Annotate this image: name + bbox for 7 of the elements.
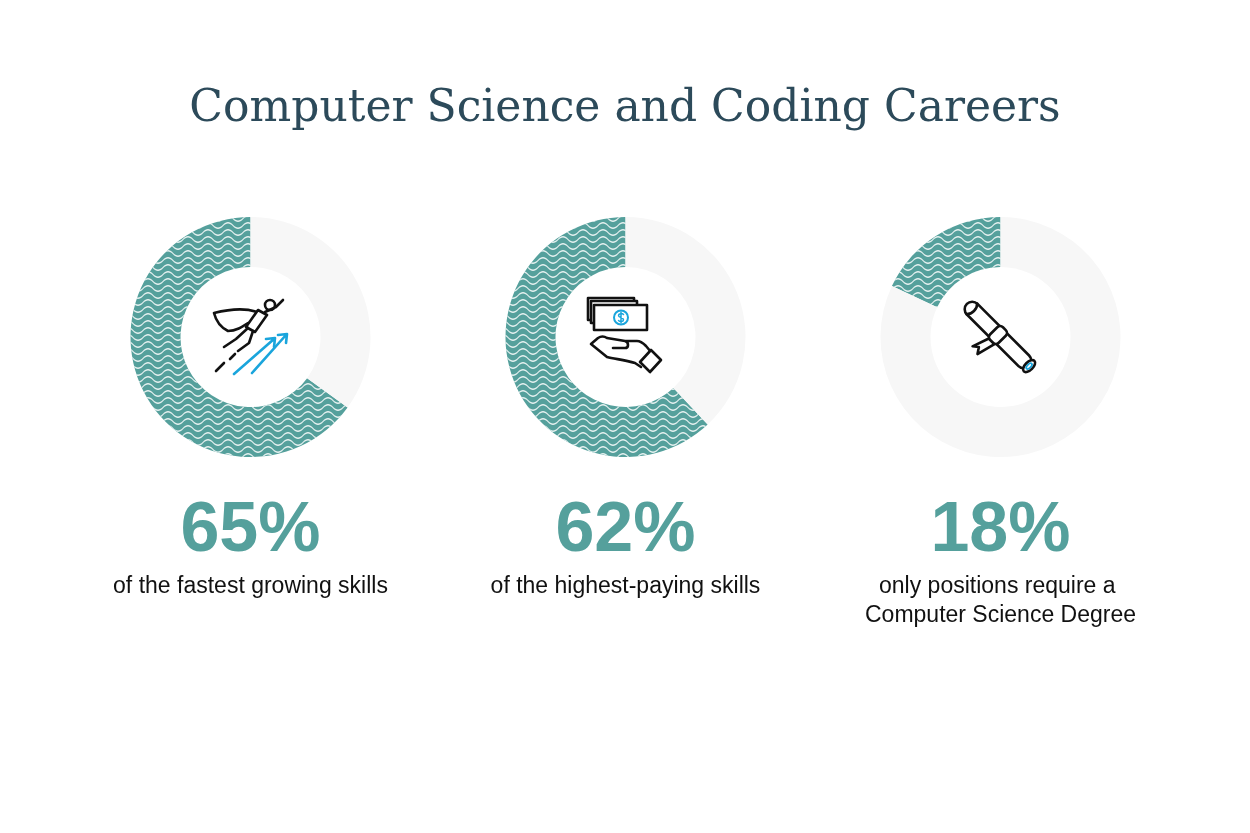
text: 65% <box>179 488 321 566</box>
text: Computer Science and Coding Careers <box>188 79 1062 133</box>
text: 18% <box>929 488 1071 566</box>
text: 62% <box>554 488 696 566</box>
text: of the highest-paying skills <box>490 571 760 598</box>
text: only positions require a Computer Science Degree <box>864 571 1136 627</box>
text: of the fastest growing skills <box>112 571 388 598</box>
